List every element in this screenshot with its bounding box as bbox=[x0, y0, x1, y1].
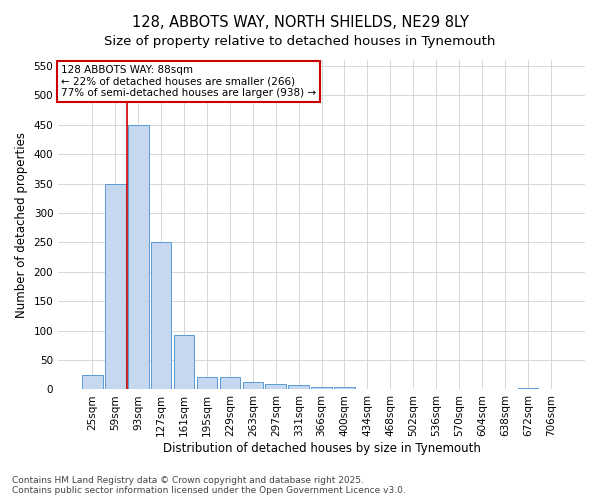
Bar bbox=[242, 382, 263, 390]
Bar bbox=[151, 242, 172, 390]
Text: Contains HM Land Registry data © Crown copyright and database right 2025.
Contai: Contains HM Land Registry data © Crown c… bbox=[12, 476, 406, 495]
Bar bbox=[265, 384, 286, 390]
Text: 128 ABBOTS WAY: 88sqm
← 22% of detached houses are smaller (266)
77% of semi-det: 128 ABBOTS WAY: 88sqm ← 22% of detached … bbox=[61, 65, 316, 98]
Bar bbox=[334, 386, 355, 390]
Bar bbox=[518, 388, 538, 390]
Y-axis label: Number of detached properties: Number of detached properties bbox=[15, 132, 28, 318]
Bar bbox=[174, 336, 194, 390]
Text: 128, ABBOTS WAY, NORTH SHIELDS, NE29 8LY: 128, ABBOTS WAY, NORTH SHIELDS, NE29 8LY bbox=[131, 15, 469, 30]
Bar bbox=[311, 386, 332, 390]
Bar bbox=[128, 124, 149, 390]
Bar bbox=[105, 184, 125, 390]
Bar bbox=[220, 376, 240, 390]
Bar bbox=[197, 376, 217, 390]
Bar bbox=[82, 375, 103, 390]
Bar bbox=[289, 385, 309, 390]
X-axis label: Distribution of detached houses by size in Tynemouth: Distribution of detached houses by size … bbox=[163, 442, 481, 455]
Text: Size of property relative to detached houses in Tynemouth: Size of property relative to detached ho… bbox=[104, 35, 496, 48]
